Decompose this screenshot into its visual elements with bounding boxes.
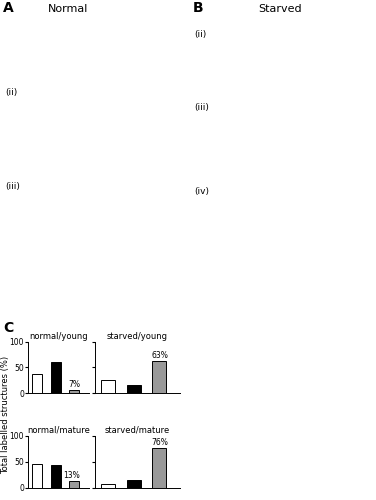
- Bar: [152, 360, 166, 393]
- Bar: [32, 464, 42, 487]
- Text: Starved: Starved: [258, 4, 302, 14]
- Bar: [101, 380, 115, 393]
- Bar: [51, 465, 61, 487]
- Text: (ii): (ii): [5, 88, 17, 97]
- Bar: [127, 480, 141, 488]
- Text: (iii): (iii): [5, 182, 20, 191]
- Text: 63%: 63%: [152, 351, 168, 360]
- Text: C: C: [3, 322, 13, 336]
- Bar: [127, 386, 141, 393]
- Text: (iii): (iii): [194, 103, 209, 112]
- Text: Normal: Normal: [47, 4, 88, 14]
- Bar: [51, 362, 61, 393]
- Text: (iv): (iv): [194, 187, 209, 196]
- Title: normal/young: normal/young: [29, 332, 88, 340]
- Title: starved/young: starved/young: [107, 332, 168, 340]
- Text: (ii): (ii): [194, 30, 206, 39]
- Bar: [32, 374, 42, 393]
- Text: 76%: 76%: [152, 438, 168, 448]
- Text: A: A: [3, 1, 14, 15]
- Text: 7%: 7%: [68, 380, 80, 389]
- Bar: [69, 390, 79, 393]
- Title: starved/mature: starved/mature: [105, 426, 170, 435]
- Bar: [101, 484, 115, 488]
- Bar: [69, 481, 79, 488]
- Bar: [152, 448, 166, 488]
- Title: normal/mature: normal/mature: [27, 426, 90, 435]
- Text: B: B: [193, 1, 203, 15]
- Text: 13%: 13%: [64, 471, 80, 480]
- Text: Total labelled structures (%): Total labelled structures (%): [1, 356, 10, 474]
